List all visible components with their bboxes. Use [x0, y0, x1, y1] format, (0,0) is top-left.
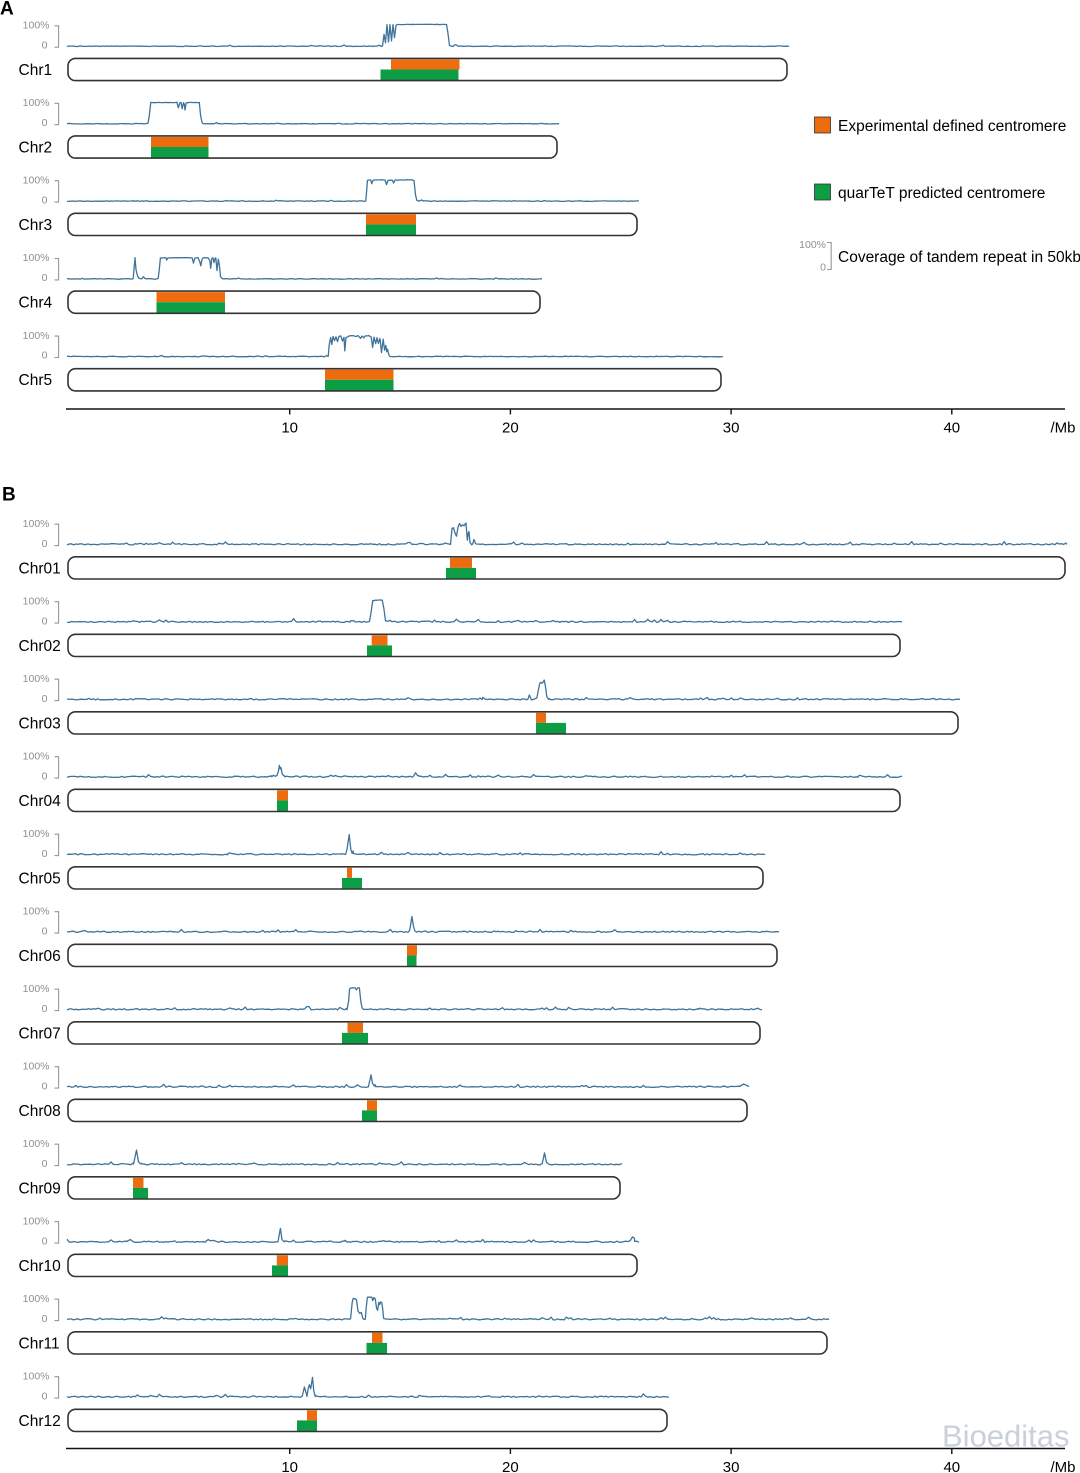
svg-text:40: 40	[943, 420, 960, 437]
svg-text:100%: 100%	[799, 239, 826, 251]
svg-text:Chr4: Chr4	[19, 295, 53, 312]
svg-text:Chr12: Chr12	[19, 1413, 61, 1430]
svg-text:100%: 100%	[23, 983, 50, 995]
svg-text:Chr06: Chr06	[19, 948, 61, 965]
svg-text:100%: 100%	[23, 828, 50, 840]
svg-text:30: 30	[723, 1459, 740, 1473]
svg-text:Coverage of tandem repeat in 5: Coverage of tandem repeat in 50kb	[838, 249, 1080, 266]
svg-text:0: 0	[42, 117, 48, 129]
svg-text:0: 0	[42, 1235, 48, 1247]
svg-text:100%: 100%	[23, 750, 50, 762]
svg-text:0: 0	[42, 350, 48, 362]
svg-text:20: 20	[502, 420, 519, 437]
svg-text:0: 0	[42, 848, 48, 860]
svg-text:/Mb: /Mb	[1050, 1459, 1075, 1473]
svg-text:0: 0	[42, 925, 48, 937]
svg-text:quarTeT predicted centromere: quarTeT predicted centromere	[838, 185, 1045, 202]
svg-text:0: 0	[42, 1313, 48, 1325]
svg-text:100%: 100%	[23, 1293, 50, 1305]
svg-text:10: 10	[281, 1459, 298, 1473]
svg-text:Chr1: Chr1	[19, 62, 53, 79]
svg-text:0: 0	[42, 1158, 48, 1170]
svg-text:Chr11: Chr11	[19, 1335, 60, 1352]
svg-text:Chr5: Chr5	[19, 372, 53, 389]
svg-text:Chr04: Chr04	[19, 793, 62, 810]
svg-text:Chr07: Chr07	[19, 1025, 61, 1042]
svg-text:100%: 100%	[23, 252, 50, 264]
svg-text:Experimental defined centromer: Experimental defined centromere	[838, 118, 1066, 135]
svg-text:0: 0	[42, 272, 48, 284]
svg-text:0: 0	[42, 194, 48, 206]
svg-text:10: 10	[281, 420, 298, 437]
svg-text:30: 30	[723, 420, 740, 437]
svg-text:100%: 100%	[23, 1138, 50, 1150]
svg-text:Chr09: Chr09	[19, 1180, 61, 1197]
svg-text:0: 0	[42, 538, 48, 550]
svg-text:100%: 100%	[23, 330, 50, 342]
svg-text:100%: 100%	[23, 595, 50, 607]
svg-text:0: 0	[820, 262, 826, 274]
svg-text:0: 0	[42, 1390, 48, 1402]
svg-text:B: B	[2, 485, 16, 506]
svg-text:Chr10: Chr10	[19, 1258, 62, 1275]
svg-text:Chr2: Chr2	[19, 139, 53, 156]
svg-text:100%: 100%	[23, 1060, 50, 1072]
svg-text:100%: 100%	[23, 518, 50, 530]
svg-text:100%: 100%	[23, 673, 50, 685]
svg-text:Bioeditas: Bioeditas	[942, 1419, 1070, 1454]
svg-text:Chr02: Chr02	[19, 638, 61, 655]
svg-text:Chr03: Chr03	[19, 715, 61, 732]
svg-text:Chr01: Chr01	[19, 560, 61, 577]
svg-text:0: 0	[42, 1080, 48, 1092]
svg-text:0: 0	[42, 1003, 48, 1015]
svg-text:20: 20	[502, 1459, 519, 1473]
svg-text:0: 0	[42, 615, 48, 627]
svg-text:Chr05: Chr05	[19, 870, 61, 887]
svg-text:Chr3: Chr3	[19, 217, 53, 234]
svg-text:Chr08: Chr08	[19, 1103, 61, 1120]
svg-text:40: 40	[943, 1459, 960, 1473]
svg-text:100%: 100%	[23, 905, 50, 917]
svg-text:100%: 100%	[23, 97, 50, 109]
svg-text:0: 0	[42, 770, 48, 782]
svg-text:100%: 100%	[23, 1370, 50, 1382]
svg-text:100%: 100%	[23, 20, 50, 32]
svg-text:A: A	[0, 0, 14, 20]
svg-text:100%: 100%	[23, 174, 50, 186]
svg-text:/Mb: /Mb	[1050, 420, 1075, 437]
svg-text:100%: 100%	[23, 1215, 50, 1227]
svg-text:0: 0	[42, 693, 48, 705]
svg-text:0: 0	[42, 39, 48, 51]
